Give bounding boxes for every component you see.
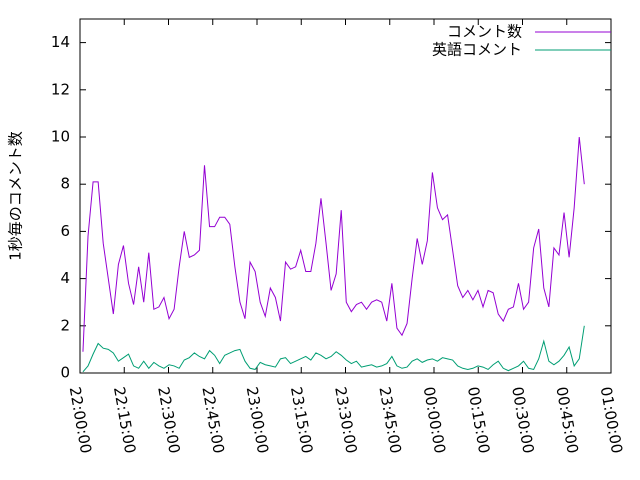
y-tick-label: 6 [60, 222, 70, 240]
x-tick-label: 23:00:00 [243, 385, 272, 454]
y-tick-label: 2 [60, 316, 70, 334]
x-tick-label: 00:45:00 [552, 385, 581, 454]
x-tick-label: 22:45:00 [198, 385, 227, 454]
x-tick-label: 01:00:00 [597, 385, 626, 454]
y-tick-label: 0 [60, 364, 70, 382]
series-line [82, 136, 585, 352]
y-tick-label: 12 [51, 80, 70, 98]
plot-frame [79, 18, 612, 374]
y-axis-label: 1秒毎のコメント数 [7, 131, 25, 261]
y-tick-label: 14 [51, 33, 70, 51]
x-tick-label: 22:00:00 [66, 385, 95, 454]
x-tick-label: 23:45:00 [375, 385, 404, 454]
x-tick-label: 22:30:00 [154, 385, 183, 454]
y-tick-label: 8 [60, 175, 70, 193]
x-tick-label: 23:30:00 [331, 385, 360, 454]
x-tick-label: 23:15:00 [287, 385, 316, 454]
x-tick-label: 22:15:00 [110, 385, 139, 454]
x-tick-label: 00:30:00 [508, 385, 537, 454]
legend-label: 英語コメント [432, 41, 522, 59]
x-tick-label: 00:00:00 [420, 385, 449, 454]
y-tick-label: 4 [60, 269, 70, 287]
x-tick-label: 00:15:00 [464, 385, 493, 454]
legend-label: コメント数 [447, 23, 522, 41]
series-line [82, 325, 585, 373]
y-tick-label: 10 [51, 128, 70, 146]
